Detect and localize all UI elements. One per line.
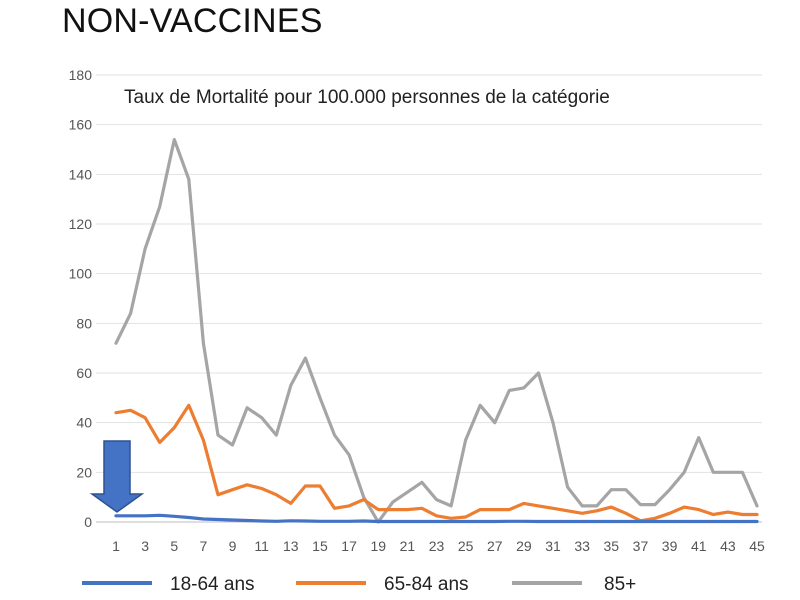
x-tick-label: 7 bbox=[200, 538, 208, 554]
x-tick-label: 35 bbox=[604, 538, 620, 554]
x-tick-label: 45 bbox=[749, 538, 765, 554]
x-tick-label: 3 bbox=[141, 538, 149, 554]
series-line-18-64-ans bbox=[114, 513, 759, 524]
y-tick-label: 20 bbox=[76, 464, 92, 480]
legend-label: 85+ bbox=[604, 574, 636, 595]
down-arrow-icon bbox=[89, 440, 145, 513]
x-tick-label: 11 bbox=[254, 538, 269, 554]
x-tick-label: 27 bbox=[487, 538, 503, 554]
x-tick-label: 5 bbox=[170, 538, 178, 554]
x-tick-label: 25 bbox=[458, 538, 474, 554]
y-tick-label: 60 bbox=[76, 365, 92, 381]
series-line-85- bbox=[114, 138, 759, 524]
series-line-65-84-ans bbox=[114, 403, 759, 523]
x-tick-label: 9 bbox=[229, 538, 237, 554]
x-tick-label: 15 bbox=[312, 538, 328, 554]
chart-title: Taux de Mortalité pour 100.000 personnes… bbox=[124, 87, 610, 108]
x-tick-label: 29 bbox=[516, 538, 532, 554]
y-tick-label: 0 bbox=[84, 514, 92, 530]
legend-label: 18-64 ans bbox=[170, 574, 255, 595]
x-tick-label: 19 bbox=[370, 538, 386, 554]
x-tick-label: 33 bbox=[574, 538, 590, 554]
x-tick-label: 37 bbox=[633, 538, 649, 554]
y-tick-label: 140 bbox=[69, 166, 93, 182]
legend: 18-64 ans 65-84 ans 85+ bbox=[82, 574, 636, 595]
x-tick-label: 17 bbox=[341, 538, 357, 554]
legend-label: 65-84 ans bbox=[384, 574, 469, 595]
y-tick-label: 80 bbox=[76, 315, 92, 331]
x-tick-label: 31 bbox=[545, 538, 561, 554]
x-axis-ticks: 1 3 5 7 9 11 13 15 17 19 21 23 25 27 29 31 33 35 37 39 41 43 4… bbox=[112, 538, 765, 554]
x-tick-label: 21 bbox=[400, 538, 416, 554]
y-tick-label: 120 bbox=[69, 216, 93, 232]
x-tick-label: 23 bbox=[429, 538, 445, 554]
y-axis-ticks: 0 20 40 60 80 100 120 140 160 180 bbox=[69, 67, 93, 530]
y-tick-label: 160 bbox=[69, 117, 93, 133]
series-lines bbox=[114, 138, 759, 524]
y-tick-label: 100 bbox=[69, 266, 93, 282]
x-tick-label: 1 bbox=[112, 538, 120, 554]
x-tick-label: 39 bbox=[662, 538, 678, 554]
y-tick-label: 40 bbox=[76, 415, 92, 431]
x-tick-label: 13 bbox=[283, 538, 299, 554]
page-heading: NON-VACCINES bbox=[62, 2, 323, 40]
x-tick-label: 41 bbox=[691, 538, 707, 554]
gridlines bbox=[96, 74, 762, 523]
y-tick-label: 180 bbox=[69, 67, 93, 83]
x-tick-label: 43 bbox=[720, 538, 736, 554]
